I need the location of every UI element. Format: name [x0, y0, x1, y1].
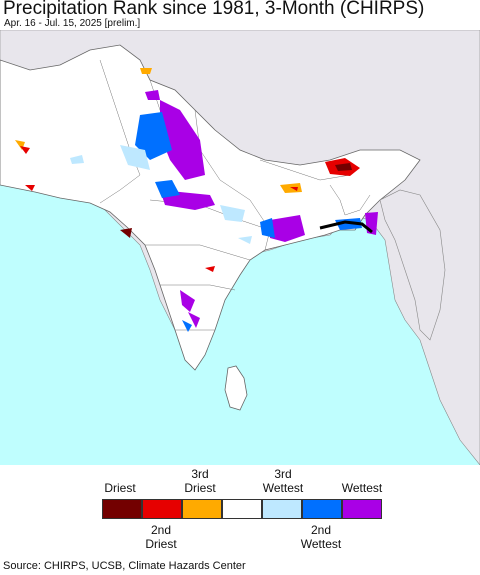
- legend-label-3rd-driest: 3rd Driest: [184, 467, 216, 495]
- precipitation-map: [0, 30, 480, 465]
- map-title: Precipitation Rank since 1981, 3-Month (…: [3, 0, 425, 19]
- legend-swatch-driest: [102, 499, 142, 519]
- third-wettest-patches: [70, 145, 252, 244]
- legend-swatch-2nd-wettest: [302, 499, 342, 519]
- legend-label-2nd-wettest: 2nd Wettest: [300, 523, 342, 551]
- legend-swatch-3rd-driest: [182, 499, 222, 519]
- legend-label-2nd-driest: 2nd Driest: [145, 523, 177, 551]
- source-credit: Source: CHIRPS, UCSB, Climate Hazards Ce…: [3, 560, 246, 572]
- wettest-patches: [145, 90, 378, 328]
- sri-lanka: [224, 365, 248, 411]
- legend-swatch-normal: [222, 499, 262, 519]
- legend: Driest 3rd Driest 3rd Wettest Wettest 2n…: [0, 465, 480, 555]
- legend-label-wettest: Wettest: [341, 481, 383, 495]
- myanmar: [379, 189, 446, 341]
- legend-swatch-wettest: [342, 499, 382, 519]
- dry-patches: [15, 68, 360, 272]
- region-land: [0, 44, 421, 371]
- map-subtitle: Apr. 16 - Jul. 15, 2025 [prelim.]: [4, 18, 141, 29]
- legend-swatch-3rd-wettest: [262, 499, 302, 519]
- legend-swatch-2nd-driest: [142, 499, 182, 519]
- legend-label-3rd-wettest: 3rd Wettest: [262, 467, 304, 495]
- second-wettest-patches: [135, 112, 362, 332]
- bengal-coast: [319, 220, 373, 234]
- legend-label-driest: Driest: [104, 481, 136, 495]
